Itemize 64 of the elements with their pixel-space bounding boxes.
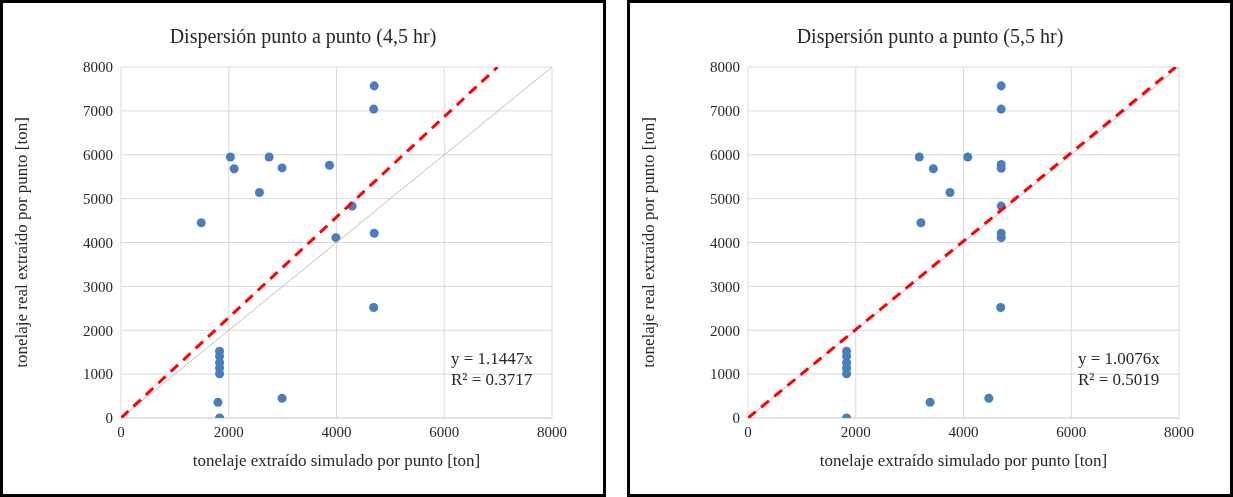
chart-title: Dispersión punto a punto (5,5 hr) <box>795 25 1065 48</box>
y-tick-label: 2000 <box>710 322 740 339</box>
point <box>984 393 994 403</box>
y-tick-label: 3000 <box>710 278 740 295</box>
point <box>215 369 225 379</box>
x-axis-title: tonelaje extraído simulado por punto [ton] <box>819 451 1108 470</box>
point <box>229 164 239 174</box>
point <box>963 152 973 162</box>
y-tick-label: 4000 <box>710 234 740 251</box>
x-tick-label: 6000 <box>429 423 460 440</box>
y-tick-label: 6000 <box>710 147 740 164</box>
point <box>996 81 1006 91</box>
point <box>277 163 287 173</box>
y-tick-label: 8000 <box>710 59 740 76</box>
annotation: R² = 0.5019 <box>1078 369 1160 390</box>
y-tick-label: 4000 <box>83 234 113 251</box>
point <box>369 228 379 238</box>
x-tick-label: 8000 <box>537 423 567 440</box>
x-tick-label: 0 <box>117 423 125 440</box>
point <box>213 397 223 407</box>
annotation: y = 1.1447x <box>451 348 533 369</box>
y-axis-title: tonelaje real extraído por punto [ton] <box>639 117 659 368</box>
y-tick-label: 0 <box>105 410 113 427</box>
x-tick-label: 4000 <box>321 423 352 440</box>
y-axis-title: tonelaje real extraído por punto [ton] <box>12 117 32 368</box>
y-tick-label: 8000 <box>83 59 113 76</box>
y-tick-label: 3000 <box>83 278 113 295</box>
point <box>945 187 955 197</box>
x-tick-label: 8000 <box>1164 423 1194 440</box>
annotation: R² = 0.3717 <box>451 369 533 390</box>
y-tick-label: 1000 <box>83 366 113 383</box>
point <box>254 187 264 197</box>
y-tick-label: 1000 <box>710 366 740 383</box>
y-tick-label: 7000 <box>710 103 740 120</box>
point <box>264 152 274 162</box>
x-tick-label: 2000 <box>840 423 871 440</box>
y-tick-label: 2000 <box>83 322 113 339</box>
x-tick-label: 0 <box>744 423 752 440</box>
point <box>277 393 287 403</box>
point <box>996 302 1006 312</box>
point <box>914 152 924 162</box>
point <box>369 81 379 91</box>
point <box>324 160 335 170</box>
point <box>369 302 379 312</box>
y-tick-label: 5000 <box>710 190 740 207</box>
point <box>928 164 938 174</box>
point <box>369 104 379 114</box>
y-tick-label: 5000 <box>83 190 113 207</box>
annotation: y = 1.0076x <box>1078 348 1160 369</box>
chart-title: Dispersión punto a punto (4,5 hr) <box>168 25 438 48</box>
y-tick-label: 7000 <box>83 103 113 120</box>
point <box>196 218 206 228</box>
x-tick-label: 6000 <box>1056 423 1087 440</box>
point <box>842 369 852 379</box>
point <box>925 397 935 407</box>
point <box>996 104 1006 114</box>
point <box>916 218 926 228</box>
x-tick-label: 2000 <box>213 423 244 440</box>
x-axis-title: tonelaje extraído simulado por punto [ton] <box>192 451 481 470</box>
y-tick-label: 0 <box>732 410 740 427</box>
y-tick-label: 6000 <box>83 147 113 164</box>
point <box>225 152 235 162</box>
x-tick-label: 4000 <box>948 423 979 440</box>
point <box>331 233 341 243</box>
